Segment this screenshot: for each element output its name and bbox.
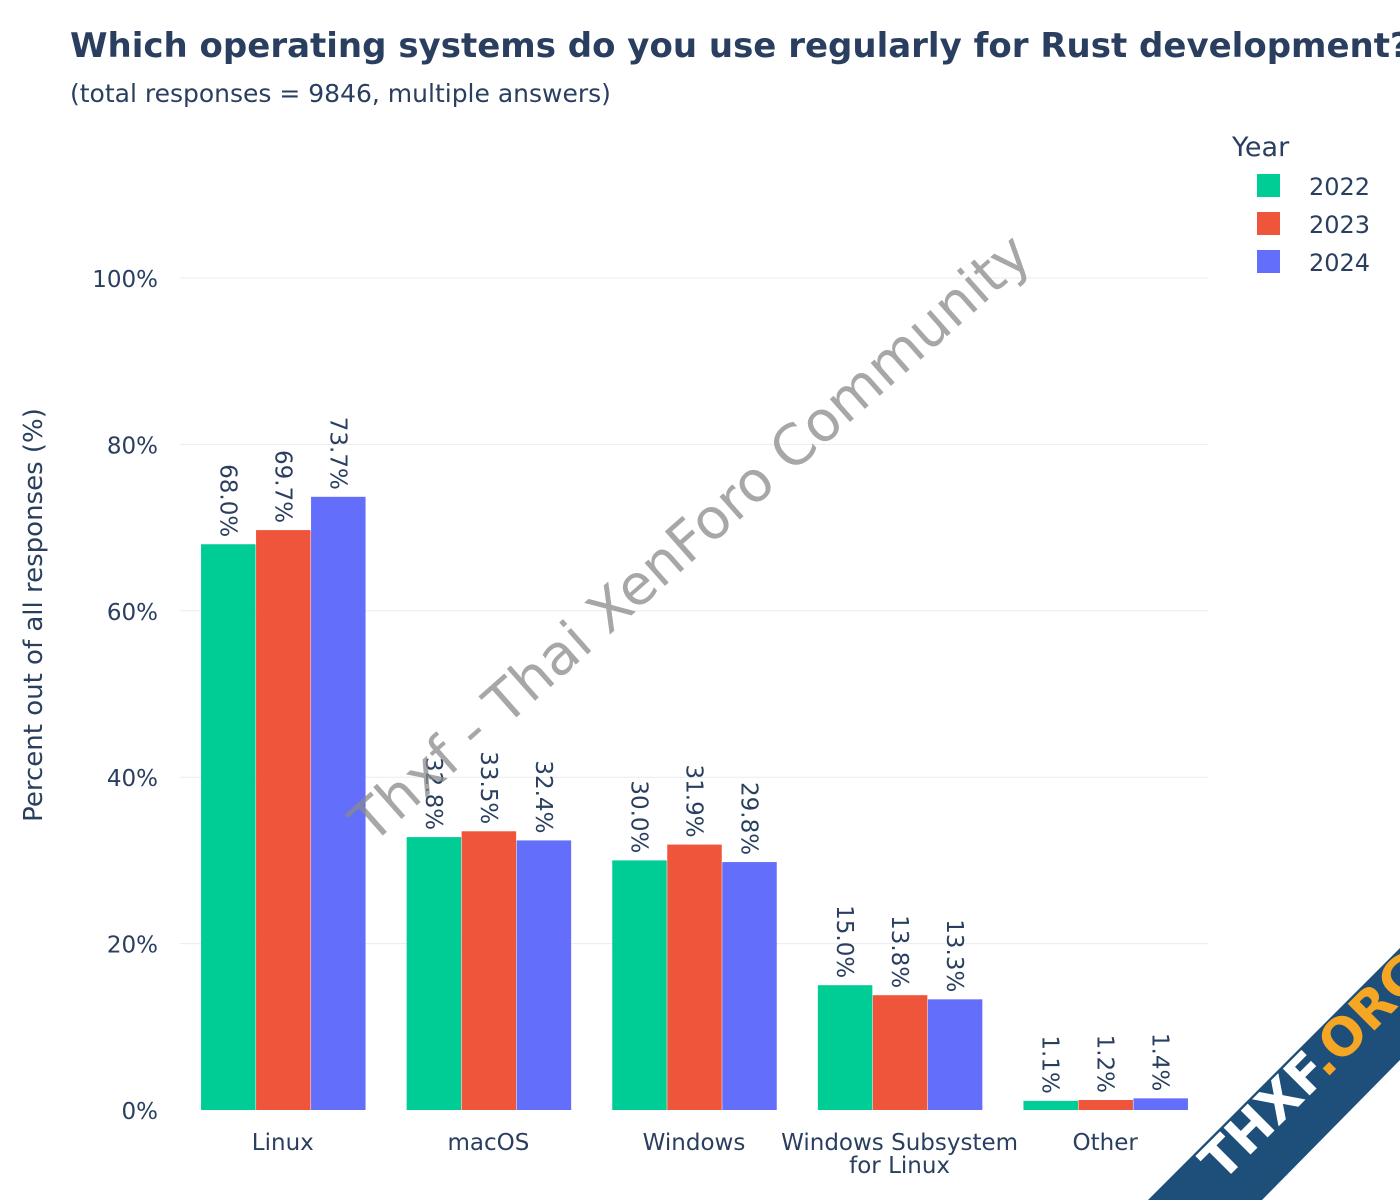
bar: [311, 496, 366, 1110]
bars: [201, 496, 1188, 1110]
data-label: 73.7%: [324, 417, 350, 490]
y-tick-label: 0%: [122, 1099, 159, 1125]
data-label: 31.9%: [681, 765, 707, 838]
badge-ribbon: [1148, 948, 1400, 1200]
data-label: 32.8%: [420, 757, 446, 830]
watermark-text: Thxf - Thai XenForo Community: [337, 221, 1043, 856]
data-label: 15.0%: [831, 905, 857, 978]
bar: [667, 844, 722, 1110]
data-label: 32.4%: [530, 760, 556, 833]
bar: [461, 831, 517, 1110]
y-tick-labels: 0% 20% 40% 60% 80% 100%: [92, 267, 158, 1125]
data-label: 33.5%: [475, 751, 501, 824]
bar: [1133, 1098, 1188, 1110]
x-tick-labels: Linux macOS Windows Windows Subsystem for Li…: [252, 1130, 1139, 1179]
data-label: 29.8%: [736, 782, 762, 855]
thxf-badge: THXF.ORG: [1148, 942, 1400, 1200]
chart-title: Which operating systems do you use regul…: [70, 26, 1400, 66]
bar: [872, 995, 928, 1110]
y-tick-label: 40%: [107, 766, 158, 792]
bar: [612, 860, 667, 1110]
data-labels: 68.0% 69.7% 73.7% 32.8% 33.5% 32.4% 30.0% 31.9%…: [214, 417, 1172, 1094]
bar: [927, 999, 983, 1110]
data-label: 13.8%: [886, 915, 912, 988]
data-label: 1.1%: [1037, 1035, 1063, 1093]
x-tick-label: Linux: [252, 1130, 314, 1156]
legend-label: 2024: [1309, 249, 1370, 277]
y-tick-label: 80%: [107, 433, 158, 459]
data-label: 13.3%: [941, 919, 967, 992]
x-tick-label: macOS: [447, 1130, 529, 1156]
x-tick-label: Other: [1073, 1130, 1139, 1156]
y-tick-label: 20%: [107, 933, 158, 959]
y-axis-label: Percent out of all responses (%): [19, 408, 49, 822]
x-tick-label: Windows Subsystem for Linux: [781, 1130, 1018, 1179]
y-tick-label: 100%: [92, 267, 158, 293]
x-tick-label: Windows: [643, 1130, 746, 1156]
bar: [256, 530, 311, 1110]
legend-title: Year: [1231, 132, 1290, 163]
data-label: 69.7%: [269, 450, 295, 523]
legend-swatch: [1257, 174, 1280, 197]
legend-label: 2022: [1309, 173, 1370, 201]
data-label: 1.2%: [1092, 1035, 1118, 1093]
bar: [722, 862, 777, 1110]
bar: [817, 985, 873, 1110]
y-tick-label: 60%: [107, 600, 158, 626]
bar: [201, 544, 256, 1110]
bar: [406, 837, 462, 1110]
data-label: 30.0%: [626, 780, 652, 853]
data-label: 68.0%: [214, 464, 240, 537]
legend: Year 2022 2023 2024: [1231, 132, 1370, 277]
chart-subtitle: (total responses = 9846, multiple answer…: [70, 79, 611, 108]
data-label: 1.4%: [1147, 1033, 1173, 1091]
bar: [1078, 1100, 1133, 1110]
legend-label: 2023: [1309, 211, 1370, 239]
legend-swatch: [1257, 250, 1280, 273]
bar: [1023, 1100, 1078, 1110]
legend-swatch: [1257, 212, 1280, 235]
bar: [516, 840, 572, 1110]
